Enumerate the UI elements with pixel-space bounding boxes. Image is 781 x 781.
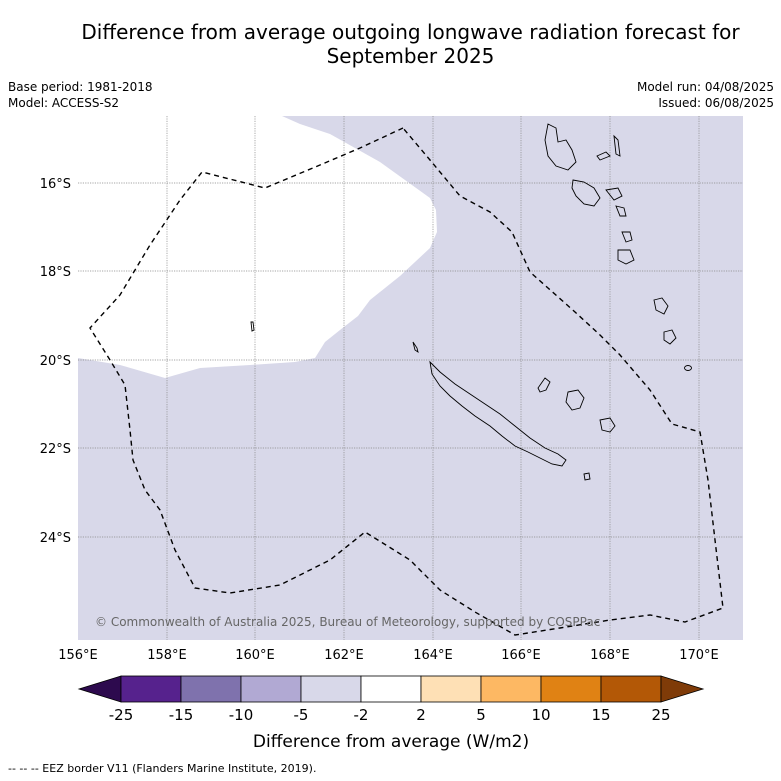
colorbar-ticks: -25 -15 -10 -5 -2 2 5 10 15 25 bbox=[109, 706, 671, 724]
erromango-island bbox=[617, 249, 635, 265]
lon-label: 170°E bbox=[679, 648, 719, 663]
colorbar-segment bbox=[240, 675, 302, 703]
lon-label: 160°E bbox=[235, 648, 275, 663]
colorbar-tick-label: 5 bbox=[476, 706, 486, 724]
isle-of-pines bbox=[583, 472, 591, 481]
issued-date: Issued: 06/08/2025 bbox=[658, 96, 774, 110]
copyright-notice: © Commonwealth of Australia 2025, Bureau… bbox=[95, 615, 600, 629]
colorbar-segment bbox=[480, 675, 542, 703]
espiritu-santo-island bbox=[544, 123, 577, 171]
lon-label: 162°E bbox=[324, 648, 364, 663]
belep-islands bbox=[412, 341, 419, 354]
colorbar-tick-label: 2 bbox=[416, 706, 426, 724]
meta-right: Model run: 04/08/2025 Issued: 06/08/2025 bbox=[637, 79, 774, 111]
lat-label: 24°S bbox=[40, 531, 71, 546]
colorbar-segment bbox=[180, 675, 242, 703]
new-caledonia-island bbox=[429, 360, 567, 467]
eez-legend: -- -- -- EEZ border V11 (Flanders Marine… bbox=[8, 762, 317, 775]
mare-island bbox=[599, 417, 616, 433]
colorbar-tick-label: 10 bbox=[531, 706, 550, 724]
ouvea-island bbox=[537, 377, 551, 393]
colorbar-extend-low bbox=[77, 675, 122, 703]
eez-border bbox=[89, 127, 724, 636]
colorbar-segment bbox=[420, 675, 482, 703]
aneityum-island bbox=[663, 329, 677, 345]
lat-label: 22°S bbox=[40, 442, 71, 457]
graticule bbox=[78, 116, 743, 640]
epi-island bbox=[615, 205, 627, 217]
colorbar-segment bbox=[300, 675, 362, 703]
lon-label: 164°E bbox=[413, 648, 453, 663]
colorbar-tick-label: -25 bbox=[109, 706, 134, 724]
title-line-2: September 2025 bbox=[326, 44, 495, 68]
lon-label: 156°E bbox=[58, 648, 98, 663]
lon-label: 166°E bbox=[501, 648, 541, 663]
colorbar-tick-label: -2 bbox=[354, 706, 369, 724]
tanna-island bbox=[653, 297, 669, 315]
lat-label: 16°S bbox=[40, 177, 71, 192]
colorbar-segment bbox=[360, 675, 422, 703]
lat-label: 18°S bbox=[40, 265, 71, 280]
base-period: Base period: 1981-2018 bbox=[8, 80, 153, 94]
malekula-island bbox=[571, 179, 601, 207]
colorbar-tick-label: -15 bbox=[169, 706, 194, 724]
colorbar-tick-label: 15 bbox=[591, 706, 610, 724]
maewo-island bbox=[613, 134, 621, 157]
colorbar bbox=[77, 675, 705, 703]
chesterfield-reef bbox=[250, 321, 255, 332]
lat-axis-labels: 16°S 18°S 20°S 22°S 24°S bbox=[40, 177, 71, 546]
colorbar-segment bbox=[600, 675, 662, 703]
lat-label: 20°S bbox=[40, 354, 71, 369]
lon-label: 168°E bbox=[590, 648, 630, 663]
colorbar-extend-high bbox=[660, 675, 705, 703]
colorbar-segment bbox=[540, 675, 602, 703]
colorbar-tick-label: 25 bbox=[651, 706, 670, 724]
walpole-island bbox=[684, 365, 692, 371]
model-run: Model run: 04/08/2025 bbox=[636, 80, 774, 94]
lon-axis-labels: 156°E 158°E 160°E 162°E 164°E 166°E 168°… bbox=[58, 648, 719, 663]
pentecost-island bbox=[605, 187, 623, 201]
map-title: Difference from average outgoing longwav… bbox=[40, 20, 781, 68]
meta-left: Base period: 1981-2018 Model: ACCESS-S2 bbox=[8, 79, 153, 111]
ambae-island bbox=[596, 151, 611, 161]
near-normal-region bbox=[78, 116, 437, 378]
title-line-1: Difference from average outgoing longwav… bbox=[81, 20, 740, 44]
lifou-island bbox=[565, 389, 585, 411]
lon-label: 158°E bbox=[147, 648, 187, 663]
efate-island bbox=[621, 231, 633, 243]
model-name: Model: ACCESS-S2 bbox=[8, 96, 120, 110]
colorbar-segment bbox=[120, 675, 182, 703]
colorbar-tick-label: -5 bbox=[294, 706, 309, 724]
colorbar-label: Difference from average (W/m2) bbox=[253, 732, 529, 752]
colorbar-tick-label: -10 bbox=[229, 706, 254, 724]
